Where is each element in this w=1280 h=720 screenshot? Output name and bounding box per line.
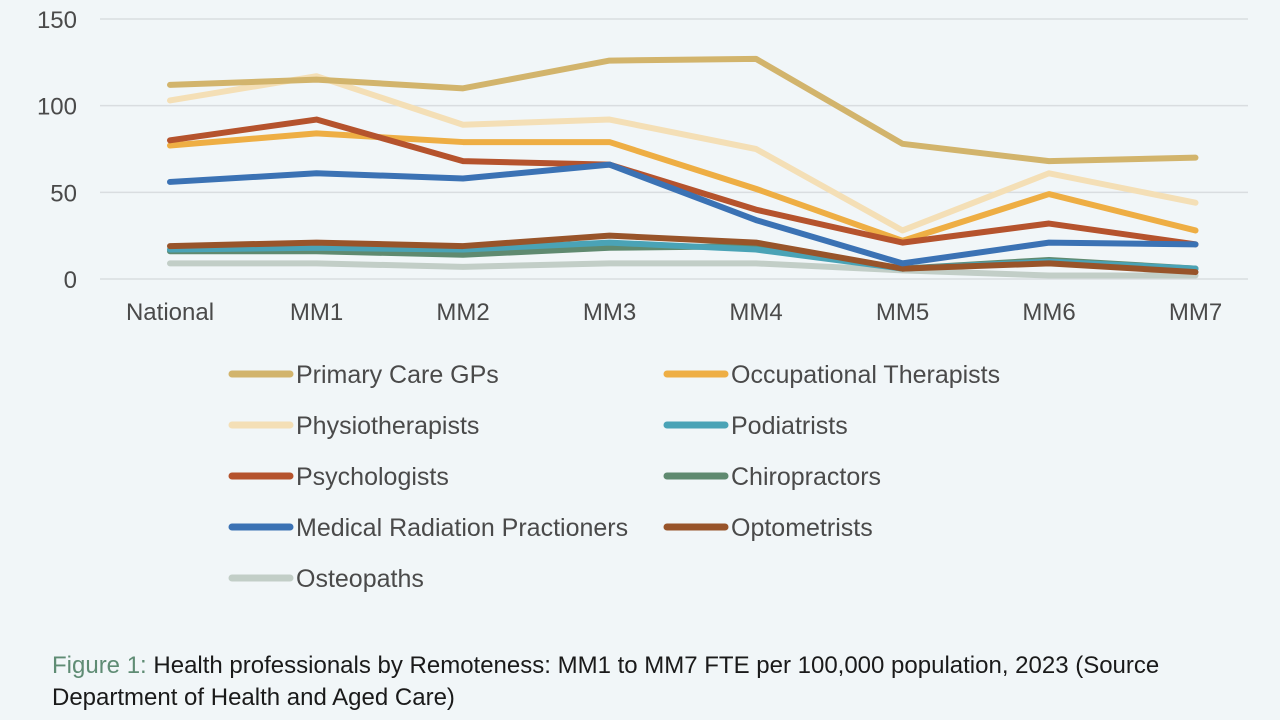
legend-label-optometrists: Optometrists xyxy=(731,514,873,542)
legend-label-medical-radiation-practioners: Medical Radiation Practioners xyxy=(296,514,628,542)
series-line-physiotherapists xyxy=(167,73,1199,234)
legend-label-chiropractors: Chiropractors xyxy=(731,463,881,491)
legend-label-physiotherapists: Physiotherapists xyxy=(296,412,479,440)
y-axis-ticks: 0 50 100 150 xyxy=(37,7,77,294)
series-lines xyxy=(167,55,1199,279)
series-line-primary-care-gps xyxy=(167,55,1199,165)
y-tick-label: 150 xyxy=(37,7,77,34)
x-tick-label: MM2 xyxy=(436,299,489,326)
series-line-osteopaths xyxy=(167,260,1199,279)
x-tick-label: MM6 xyxy=(1022,299,1075,326)
series-line-medical-radiation-practioners xyxy=(167,161,1199,267)
gridlines xyxy=(100,18,1248,280)
x-tick-label: MM3 xyxy=(583,299,636,326)
legend-label-primary-care-gps: Primary Care GPs xyxy=(296,361,499,389)
x-tick-label: MM1 xyxy=(290,299,343,326)
series-line-optometrists xyxy=(167,232,1199,276)
figure-label: Figure 1: xyxy=(52,652,147,679)
y-tick-label: 0 xyxy=(64,267,77,294)
legend-label-occupational-therapists: Occupational Therapists xyxy=(731,361,1000,389)
x-tick-label: MM7 xyxy=(1169,299,1222,326)
figure-caption: Figure 1: Health professionals by Remote… xyxy=(52,650,1252,714)
x-tick-label: MM4 xyxy=(729,299,782,326)
x-tick-label: MM5 xyxy=(876,299,929,326)
legend-label-psychologists: Psychologists xyxy=(296,463,449,491)
legend: Primary Care GPs Occupational Therapists P… xyxy=(228,361,1000,593)
x-axis-ticks: National MM1 MM2 MM3 MM4 MM5 MM6 MM7 xyxy=(126,299,1222,326)
series-line-psychologists xyxy=(167,116,1199,248)
figure-caption-text: Health professionals by Remoteness: MM1 … xyxy=(52,652,1160,711)
y-tick-label: 50 xyxy=(50,180,77,207)
series-line-occupational-therapists xyxy=(167,130,1199,244)
x-tick-label: National xyxy=(126,299,214,326)
legend-label-podiatrists: Podiatrists xyxy=(731,412,848,440)
legend-label-osteopaths: Osteopaths xyxy=(296,565,424,593)
y-tick-label: 100 xyxy=(37,94,77,121)
